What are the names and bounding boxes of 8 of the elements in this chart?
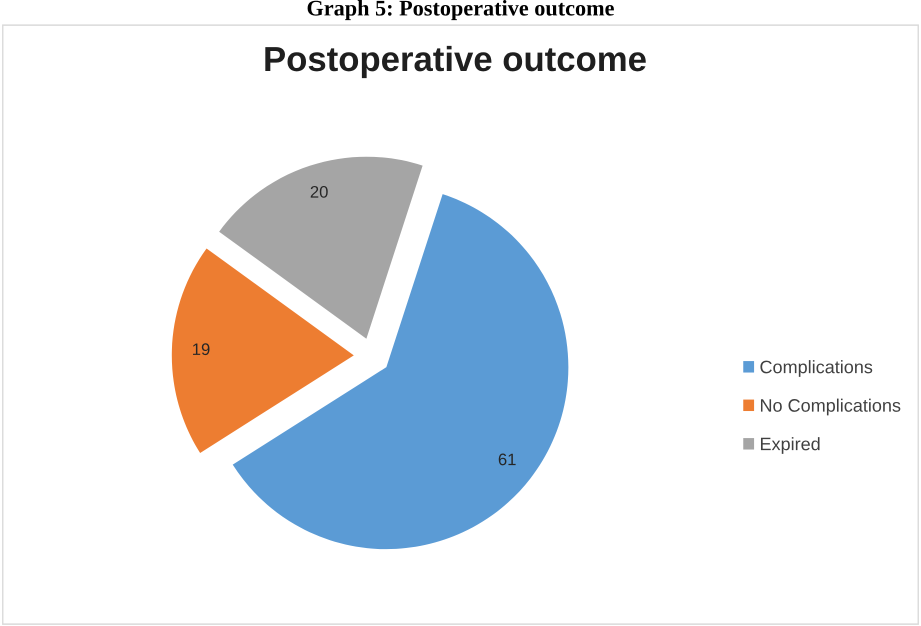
caption: Graph 5: Postoperative outcome: [308, 0, 614, 20]
legend-label: Complications: [760, 360, 872, 377]
data-label: 61: [498, 454, 516, 466]
chart-title: Postoperative outcome: [265, 46, 646, 78]
data-label: 20: [310, 186, 328, 198]
legend-label: No Complications: [760, 398, 900, 416]
data-label: 19: [193, 343, 210, 356]
legend-label: Expired: [760, 437, 820, 454]
